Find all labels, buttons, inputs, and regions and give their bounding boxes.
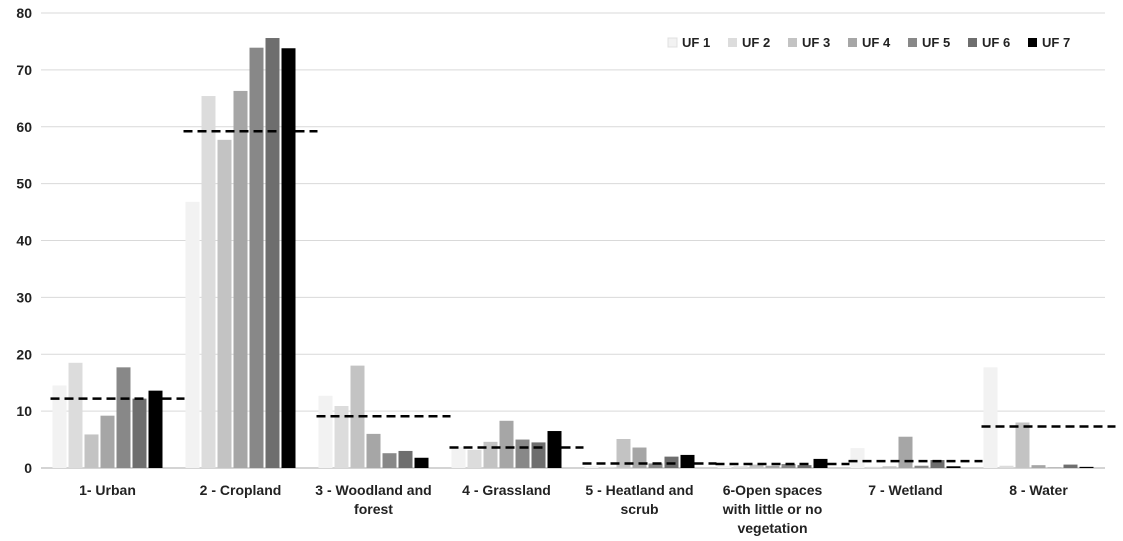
legend-swatch [1028,38,1037,47]
bar [217,139,232,469]
bar [249,47,264,468]
bar [648,463,663,468]
bar [717,465,732,468]
legend-label: UF 1 [682,35,710,50]
bar [1063,464,1078,468]
bar [866,466,881,468]
bar [382,453,397,468]
bar [999,465,1014,468]
bar [600,466,615,468]
bar [451,446,466,468]
bar [797,465,812,468]
legend-swatch [788,38,797,47]
bar [281,48,296,468]
y-tick-label: 0 [24,460,32,476]
bar [898,436,913,468]
y-tick-label: 10 [16,403,32,419]
average-lines [50,130,1116,466]
bar [318,395,333,468]
bar [116,367,131,468]
legend-label: UF 2 [742,35,770,50]
bar [132,398,147,468]
legend-label: UF 4 [862,35,891,50]
y-tick-label: 70 [16,62,32,78]
bar [914,465,929,468]
bar [148,390,163,468]
x-category-label: 6-Open spaces with little or no vegetation [722,482,823,536]
gridlines [41,12,1105,469]
y-tick-label: 50 [16,176,32,192]
x-category-label: 2 - Cropland [200,482,282,498]
bar [616,438,631,468]
bar [1015,422,1030,468]
legend-swatch [667,37,678,48]
legend-swatch [908,38,917,47]
y-tick-label: 30 [16,289,32,305]
bar [366,433,381,468]
bar [1079,466,1094,468]
bar [680,454,695,468]
x-category-label: 4 - Grassland [462,482,551,498]
bar [233,90,248,468]
bar [414,457,429,468]
bar [398,450,413,468]
bar [68,362,83,468]
bar [265,38,280,469]
x-category-label: 3 - Woodland and forest [315,482,431,517]
bar [1031,465,1046,468]
bar [1047,467,1062,468]
bar [547,431,562,468]
bar [850,448,865,468]
bar [52,385,67,468]
legend-swatch [728,38,737,47]
bar [515,439,530,468]
bar [882,466,897,468]
bar [84,434,99,468]
bar [531,442,546,468]
bar [350,365,365,468]
bar [983,367,998,468]
bar [483,441,498,468]
legend: UF 1 UF 2 UF 3 UF 4 UF 5 UF 6 UF 7 [667,35,1070,50]
bar [765,465,780,468]
bar [467,449,482,468]
legend-swatch [968,38,977,47]
bar [733,466,748,468]
y-tick-label: 40 [16,233,32,249]
bar [334,406,349,468]
x-category-label: 5 - Heatland and scrub [585,482,693,517]
legend-label: UF 7 [1042,35,1070,50]
x-axis: 1- Urban 2 - Cropland 3 - Woodland and fore… [79,482,1068,536]
legend-label: UF 5 [922,35,950,50]
legend-label: UF 6 [982,35,1010,50]
y-axis: 0 10 20 30 40 50 60 70 80 [16,5,32,476]
bar [781,464,796,468]
bar [749,464,764,468]
x-category-label: 7 - Wetland [868,482,942,498]
bar [100,415,115,468]
x-category-label: 1- Urban [79,482,136,498]
y-tick-label: 20 [16,346,32,362]
legend-label: UF 3 [802,35,830,50]
bar [201,96,216,468]
bar [499,420,514,468]
bar [185,201,200,468]
bars [52,38,1094,469]
x-category-label: 8 - Water [1009,482,1068,498]
y-tick-label: 80 [16,5,32,21]
bar [946,466,961,468]
y-tick-label: 60 [16,119,32,135]
bar [930,460,945,468]
bar [632,447,647,468]
bar [584,466,599,468]
legend-swatch [848,38,857,47]
